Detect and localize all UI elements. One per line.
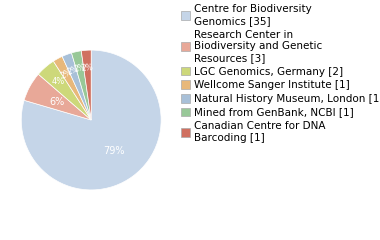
- Wedge shape: [21, 50, 161, 190]
- Text: 2%: 2%: [73, 63, 87, 74]
- Wedge shape: [71, 51, 91, 120]
- Wedge shape: [62, 53, 91, 120]
- Text: 79%: 79%: [103, 146, 125, 156]
- Text: 6%: 6%: [50, 96, 65, 107]
- Wedge shape: [54, 56, 91, 120]
- Wedge shape: [38, 61, 91, 120]
- Wedge shape: [81, 50, 91, 120]
- Text: 4%: 4%: [52, 78, 65, 86]
- Text: 2%: 2%: [66, 65, 80, 77]
- Text: 2%: 2%: [59, 67, 73, 81]
- Wedge shape: [24, 74, 91, 120]
- Legend: Centre for Biodiversity
Genomics [35], Research Center in
Biodiversity and Genet: Centre for Biodiversity Genomics [35], R…: [179, 2, 380, 145]
- Text: 2%: 2%: [81, 63, 94, 73]
